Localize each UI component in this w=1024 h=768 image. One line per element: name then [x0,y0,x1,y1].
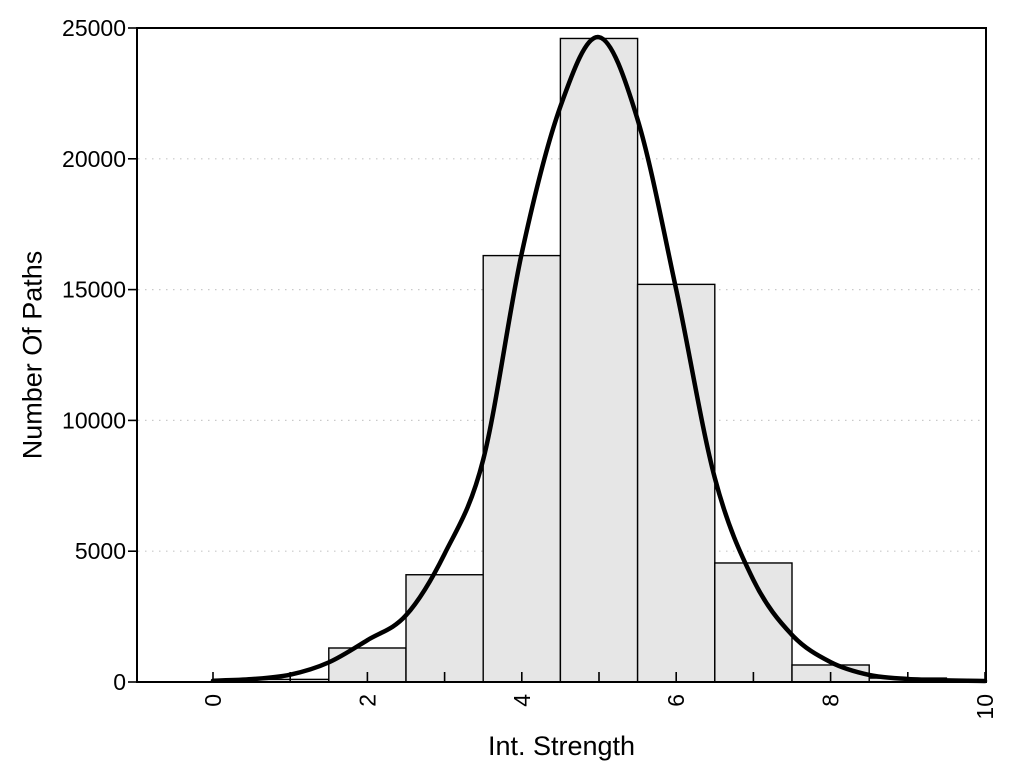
histogram-bar [559,37,639,683]
x-tick-label: 6 [663,694,689,707]
x-tick-label: 10 [972,694,998,720]
y-tick-label: 10000 [62,407,126,433]
y-axis-title: Number Of Paths [17,250,48,460]
histogram-bar [636,283,716,683]
x-tick-label: 4 [509,694,535,707]
y-tick-label: 0 [113,669,126,695]
y-tick-label: 20000 [62,146,126,172]
x-axis-title: Int. Strength [487,731,636,761]
y-tick-label: 15000 [62,277,126,303]
plot-border [136,27,987,683]
x-tick-label: 2 [354,694,380,707]
y-tick-label: 25000 [62,15,126,41]
histogram-bar [482,254,562,683]
y-tick-label: 5000 [75,538,126,564]
density-curve [210,34,988,684]
x-tick-label: 0 [200,694,226,707]
histogram-bar [405,574,484,683]
x-tick-label: 8 [818,694,844,707]
